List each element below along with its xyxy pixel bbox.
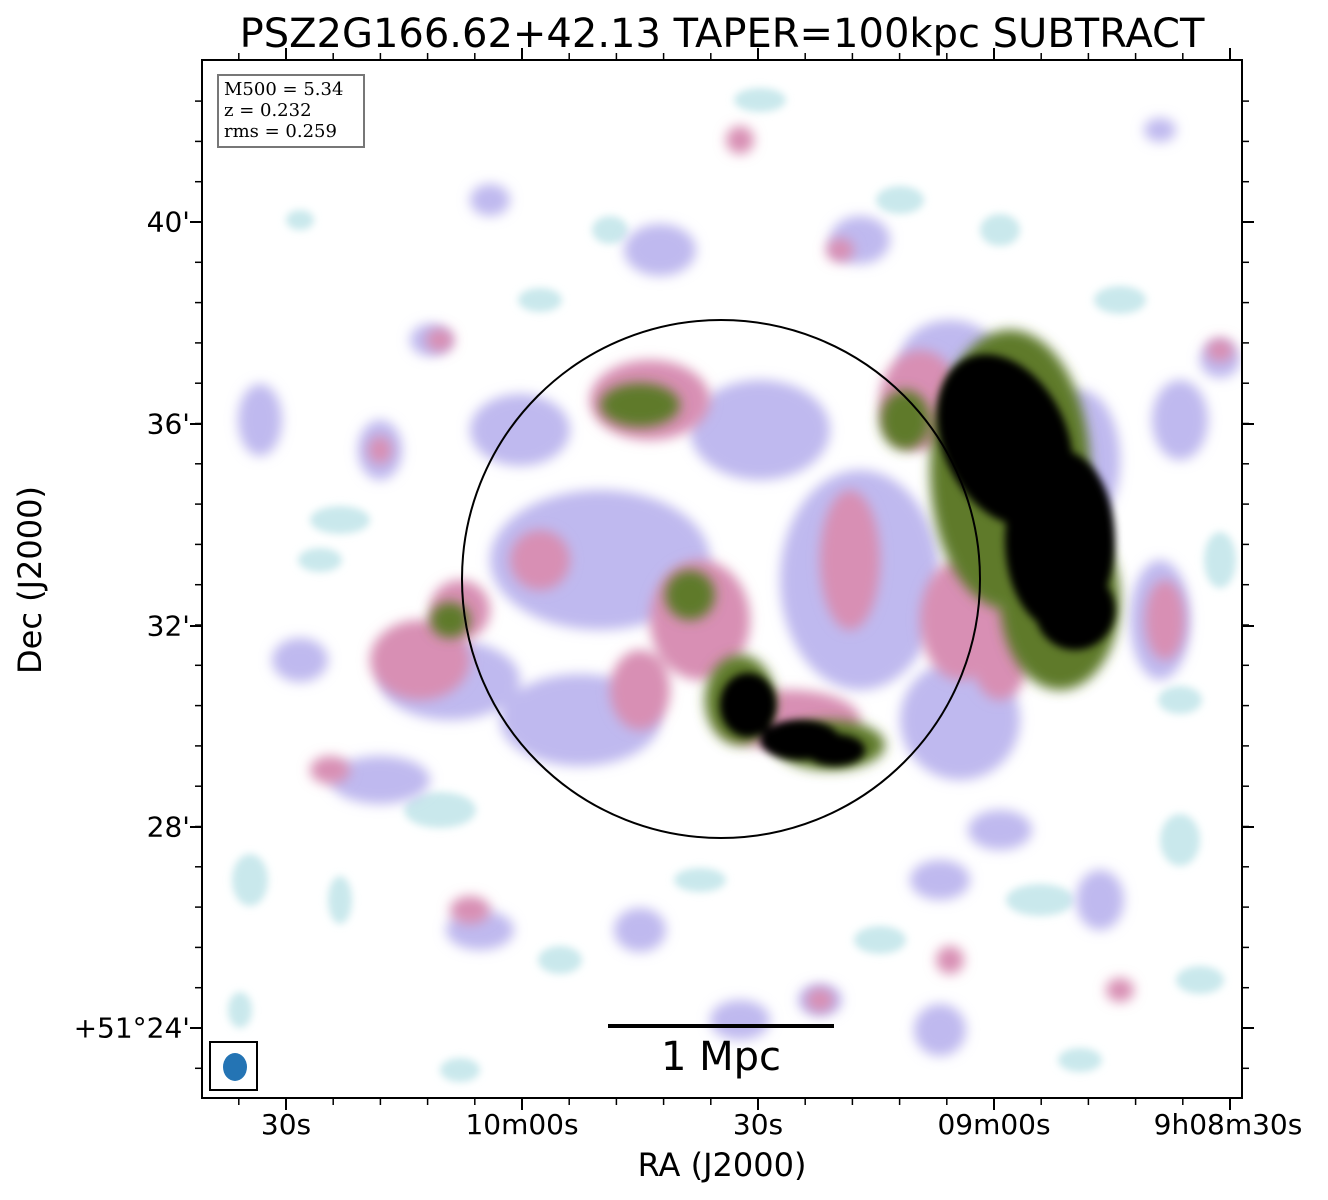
r500-circle bbox=[461, 319, 981, 839]
x-tick-label: 09m00s bbox=[937, 1108, 1051, 1141]
mass-text: M500 = 5.34 bbox=[224, 79, 344, 100]
scale-bar-label: 1 Mpc bbox=[660, 1034, 782, 1080]
y-tick-label: 32' bbox=[146, 609, 190, 643]
y-tick-label: 28' bbox=[146, 810, 190, 844]
x-axis-label: RA (J2000) bbox=[637, 1146, 807, 1184]
rms-text: rms = 0.259 bbox=[224, 121, 337, 142]
y-tick-label: 36' bbox=[146, 407, 190, 441]
figure-title: PSZ2G166.62+42.13 TAPER=100kpc SUBTRACT bbox=[239, 11, 1205, 57]
peak-emission bbox=[720, 354, 1115, 766]
y-axis-label: Dec (J2000) bbox=[11, 486, 49, 674]
y-tick-label: +51°24' bbox=[73, 1011, 190, 1045]
beam-box bbox=[209, 1041, 258, 1091]
plot-frame bbox=[201, 59, 1243, 1099]
scale-bar bbox=[608, 1024, 834, 1028]
image-plane bbox=[202, 60, 1242, 1098]
cluster-info-box: M500 = 5.34 z = 0.232 rms = 0.259 bbox=[217, 74, 365, 148]
faint-noise-emission bbox=[228, 88, 1236, 1082]
y-tick-label: 40' bbox=[146, 205, 190, 239]
x-tick-label: 30s bbox=[260, 1108, 312, 1141]
x-tick-label: 30s bbox=[732, 1108, 784, 1141]
minor-ticks bbox=[195, 53, 1249, 1105]
x-tick-label: 10m00s bbox=[465, 1108, 579, 1141]
beam-ellipse bbox=[223, 1053, 247, 1081]
x-tick-label: 9h08m30s bbox=[1153, 1108, 1303, 1141]
redshift-text: z = 0.232 bbox=[224, 100, 312, 121]
